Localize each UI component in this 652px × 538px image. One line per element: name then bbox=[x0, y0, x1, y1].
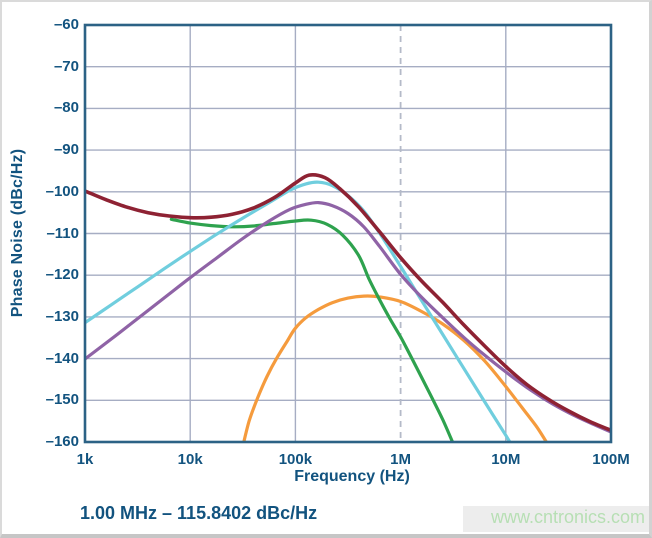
y-tick-label: –110 bbox=[46, 224, 79, 242]
orange-curve bbox=[242, 294, 549, 442]
y-tick-label: –150 bbox=[45, 391, 79, 409]
x-tick-label: 10k bbox=[177, 451, 203, 468]
y-tick-label: –130 bbox=[45, 307, 79, 325]
x-tick-label: 100M bbox=[592, 451, 630, 468]
watermark: www.cntronics.com bbox=[490, 507, 645, 527]
y-tick-label: –90 bbox=[53, 141, 79, 159]
plot-frame bbox=[83, 23, 613, 444]
x-tick-label: 1M bbox=[390, 451, 412, 468]
y-tick-label: –80 bbox=[53, 99, 79, 117]
dark-red-curve bbox=[85, 173, 611, 433]
y-tick-label: –140 bbox=[45, 349, 79, 367]
x-axis-title: Frequency (Hz) bbox=[294, 468, 410, 485]
x-tick-label: 10M bbox=[491, 451, 521, 468]
green-curve bbox=[169, 217, 455, 442]
cyan-curve bbox=[85, 180, 512, 442]
marker-readout: 1.00 MHz – 115.8402 dBc/Hz bbox=[80, 503, 318, 523]
y-tick-label: –100 bbox=[45, 182, 79, 200]
x-tick-label: 1k bbox=[76, 451, 94, 468]
y-tick-label: –60 bbox=[53, 16, 79, 33]
y-tick-label: –160 bbox=[45, 433, 79, 450]
y-tick-label: –120 bbox=[45, 266, 79, 284]
watermark-strip bbox=[463, 506, 652, 532]
y-tick-label: –70 bbox=[53, 57, 79, 75]
x-tick-label: 100k bbox=[278, 451, 313, 468]
gridlines bbox=[85, 25, 611, 442]
purple-curve bbox=[85, 200, 611, 434]
